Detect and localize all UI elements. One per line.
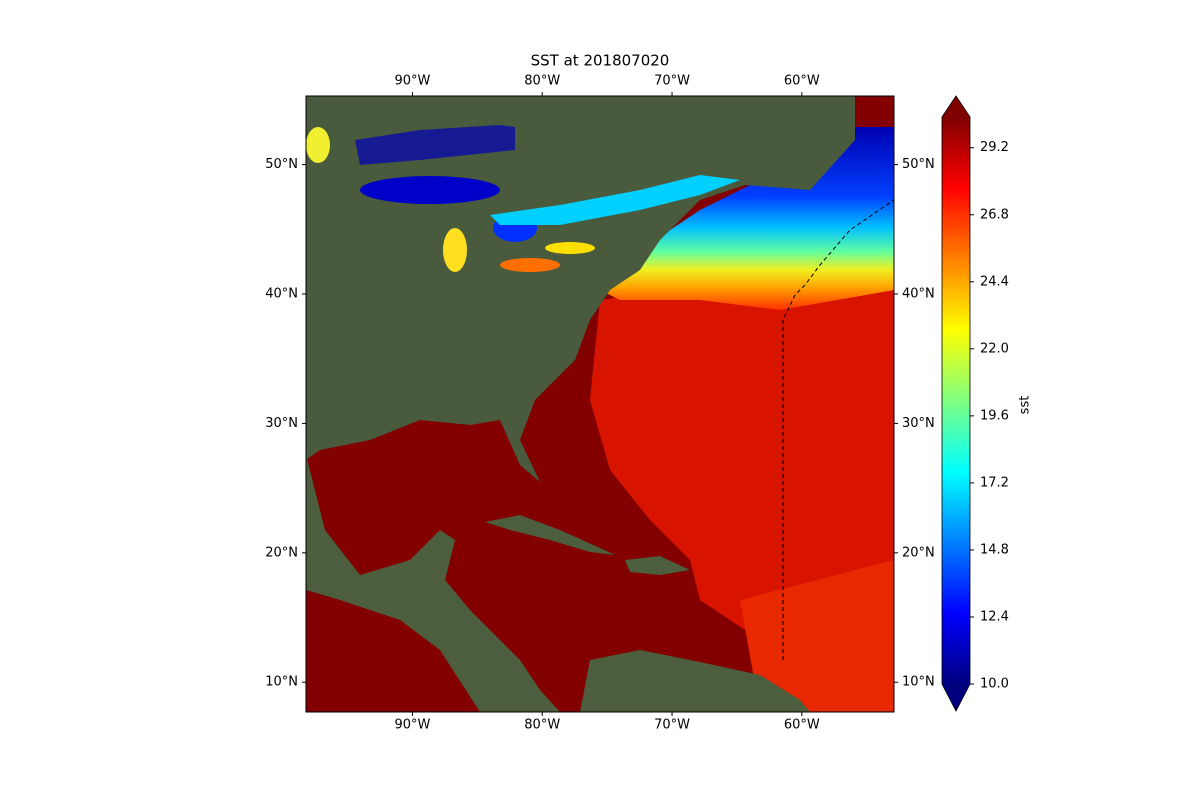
y-tick-label: 10°N	[265, 675, 298, 690]
map-image	[306, 96, 894, 712]
colorbar-extend-min	[942, 684, 970, 711]
y-tick-label: 10°N	[902, 675, 935, 690]
colorbar-tick-label: 10.0	[980, 677, 1009, 692]
y-tick-label: 50°N	[265, 157, 298, 172]
x-tick-label: 90°W	[394, 718, 430, 733]
x-tick-label: 90°W	[394, 74, 430, 89]
colorbar-tick-label: 24.4	[980, 274, 1009, 289]
x-tick-label: 60°W	[784, 74, 820, 89]
x-tick-label: 80°W	[524, 74, 560, 89]
x-tick-label: 70°W	[654, 74, 690, 89]
y-tick-label: 40°N	[902, 287, 935, 302]
y-tick-label: 30°N	[902, 416, 935, 431]
colorbar-tick-label: 26.8	[980, 207, 1009, 222]
colorbar-tick-label: 12.4	[980, 609, 1009, 624]
colorbar-extend-max	[942, 96, 970, 117]
x-tick-label: 70°W	[654, 718, 690, 733]
colorbar-tick-label: 17.2	[980, 475, 1009, 490]
colorbar-tick-label: 29.2	[980, 140, 1009, 155]
x-tick-label: 80°W	[524, 718, 560, 733]
map-title: SST at 201807020	[531, 52, 670, 70]
colorbar-tick-label: 22.0	[980, 341, 1009, 356]
x-tick-label: 60°W	[784, 718, 820, 733]
colorbar	[942, 117, 970, 684]
y-tick-label: 40°N	[265, 287, 298, 302]
colorbar-label: sst	[1018, 396, 1033, 415]
y-tick-label: 20°N	[265, 545, 298, 560]
y-tick-label: 50°N	[902, 157, 935, 172]
y-tick-label: 20°N	[902, 545, 935, 560]
map-frame	[305, 95, 895, 713]
colorbar-tick-label: 14.8	[980, 542, 1009, 557]
colorbar-tick-label: 19.6	[980, 408, 1009, 423]
y-tick-label: 30°N	[265, 416, 298, 431]
